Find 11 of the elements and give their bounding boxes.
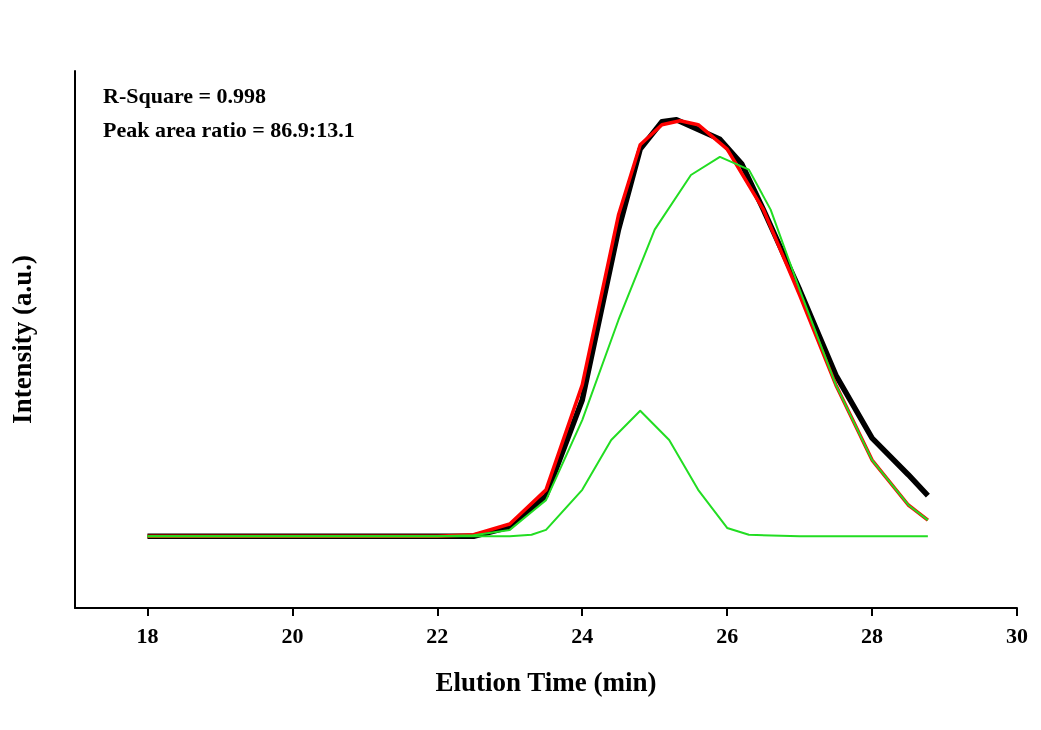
x-tick-label: 30 [1006, 622, 1028, 648]
x-tick-label: 18 [136, 622, 159, 648]
y-axis-title: Intensity (a.u.) [6, 255, 37, 424]
x-tick-label: 28 [861, 622, 884, 648]
x-tick-label: 20 [281, 622, 304, 648]
text: R-Square = 0.998 [103, 82, 267, 108]
x-axis-title: Elution Time (min) [435, 666, 657, 697]
x-tick-label: 22 [426, 622, 449, 648]
x-tick-label: 26 [716, 622, 739, 648]
annotation: Peak area ratio = 86.9:13.1 [103, 116, 355, 142]
x-tick-label: 24 [571, 622, 594, 648]
